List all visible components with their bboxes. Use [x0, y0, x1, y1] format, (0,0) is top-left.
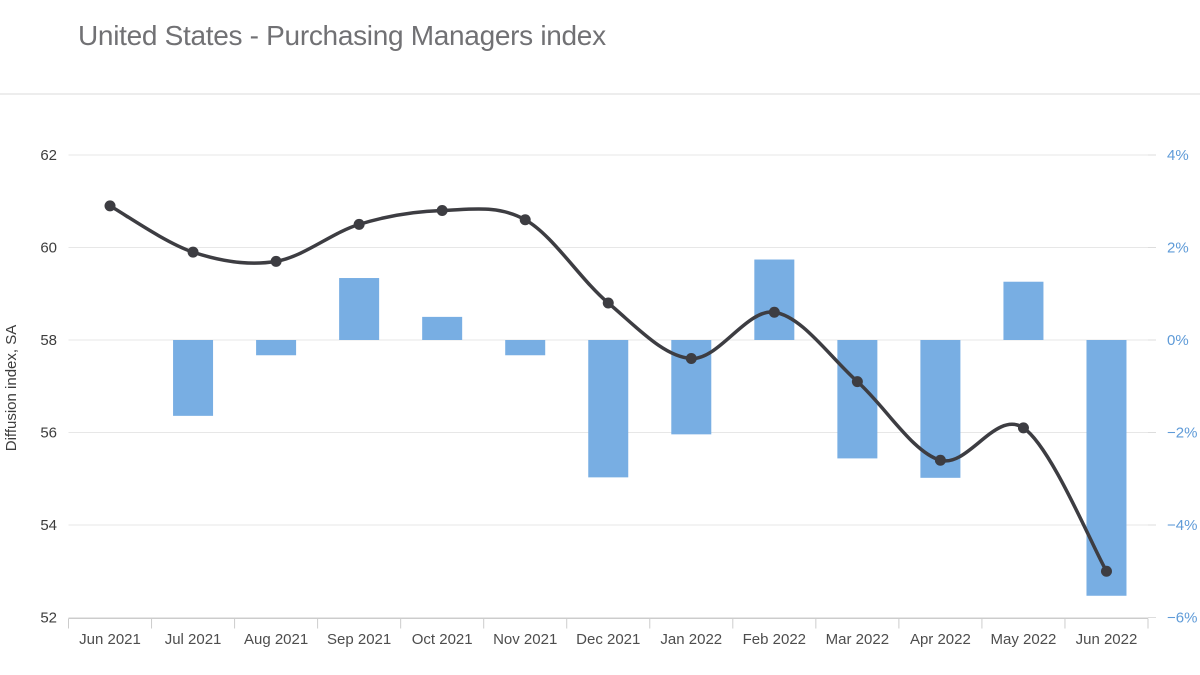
x-axis-label-Nov-2021: Nov 2021: [493, 631, 557, 648]
bar-Jul-2021[interactable]: [173, 340, 214, 416]
point-Feb-2022[interactable]: [768, 306, 780, 318]
x-axis-label-Jun-2022: Jun 2022: [1076, 631, 1138, 648]
x-axis-label-Feb-2022: Feb 2022: [743, 631, 806, 648]
left-axis-tick-label: 54: [40, 517, 57, 534]
pmi-spline: [108, 204, 1109, 573]
bar-Jun-2022[interactable]: [1086, 340, 1127, 596]
bar-Oct-2021[interactable]: [422, 316, 463, 340]
point-Oct-2021[interactable]: [436, 205, 448, 216]
x-axis-label-Jul-2021: Jul 2021: [165, 631, 222, 648]
right-axis-tick-label: −2%: [1167, 425, 1197, 442]
point-Jun-2022[interactable]: [1100, 565, 1112, 577]
x-axis-label-Jan-2022: Jan 2022: [660, 631, 722, 648]
point-Dec-2021[interactable]: [602, 297, 614, 309]
point-Jan-2022[interactable]: [685, 353, 697, 364]
bar-May-2022[interactable]: [1003, 281, 1044, 340]
header-divider: [0, 93, 1200, 95]
point-Apr-2022[interactable]: [934, 454, 946, 466]
bar-Aug-2021[interactable]: [256, 340, 297, 356]
left-axis-tick-label: 60: [40, 240, 57, 257]
left-axis-tick-label: 62: [40, 147, 57, 164]
point-Aug-2021[interactable]: [270, 255, 282, 267]
x-axis-label-Sep-2021: Sep 2021: [327, 631, 391, 648]
point-Sep-2021[interactable]: [353, 218, 365, 230]
x-axis-label-Oct-2021: Oct 2021: [412, 631, 473, 648]
bar-Nov-2021[interactable]: [505, 340, 546, 356]
point-May-2022[interactable]: [1017, 422, 1029, 434]
x-axis-label-May-2022: May 2022: [991, 631, 1057, 648]
chart-title: United States - Purchasing Managers inde…: [78, 20, 606, 51]
point-Mar-2022[interactable]: [851, 376, 863, 388]
right-axis-tick-label: −6%: [1167, 610, 1197, 627]
point-Nov-2021[interactable]: [519, 214, 531, 226]
x-axis-label-Jun-2021: Jun 2021: [79, 631, 141, 648]
left-axis-title: Diffusion index, SA: [3, 324, 20, 452]
x-axis-label-Aug-2021: Aug 2021: [244, 631, 308, 648]
bar-Sep-2021[interactable]: [339, 278, 380, 340]
x-axis-label-Apr-2022: Apr 2022: [910, 631, 971, 648]
left-axis-tick-label: 58: [40, 332, 57, 349]
bar-Dec-2021[interactable]: [588, 340, 629, 478]
left-axis-tick-label: 52: [40, 610, 57, 627]
point-Jun-2021[interactable]: [104, 200, 116, 212]
bar-Feb-2022[interactable]: [754, 259, 795, 340]
right-axis-tick-label: 4%: [1167, 147, 1189, 164]
x-axis-label-Mar-2022: Mar 2022: [826, 631, 889, 648]
x-axis-label-Dec-2021: Dec 2021: [576, 631, 640, 648]
right-axis-tick-label: 2%: [1167, 240, 1189, 257]
left-axis-tick-label: 56: [40, 425, 57, 442]
right-axis-tick-label: −4%: [1167, 517, 1197, 534]
point-Jul-2021[interactable]: [187, 246, 199, 258]
bar-Mar-2022[interactable]: [837, 340, 878, 459]
right-axis-tick-label: 0%: [1167, 332, 1189, 349]
